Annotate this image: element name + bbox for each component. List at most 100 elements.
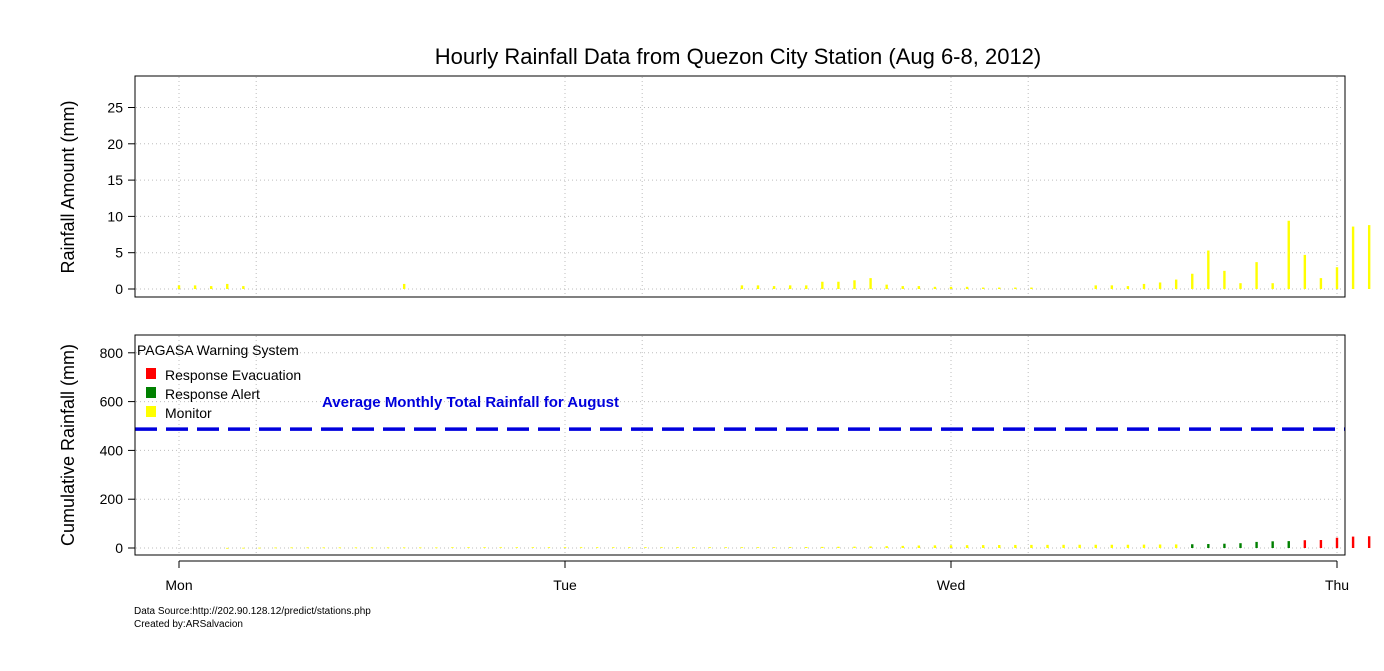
hourly-bar [869, 278, 872, 289]
y-tick-label: 400 [100, 442, 124, 458]
legend-label-evacuation: Response Evacuation [165, 367, 301, 383]
cumulative-bar [386, 547, 390, 549]
hourly-bar [821, 281, 824, 289]
cumulative-bar [1046, 544, 1049, 548]
cumulative-bar [338, 547, 342, 549]
legend: PAGASA Warning System Response Evacuatio… [137, 342, 301, 421]
cumulative-bar [1191, 544, 1194, 548]
cumulative-bar [306, 547, 309, 549]
cumulative-bar [933, 545, 937, 548]
cumulative-bar [1078, 544, 1081, 548]
y-tick-label: 800 [100, 345, 124, 361]
cumulative-bar [595, 547, 599, 549]
average-monthly-label: Average Monthly Total Rainfall for Augus… [322, 394, 619, 411]
hourly-bar [949, 286, 953, 289]
cumulative-bar [724, 547, 728, 549]
cumulative-bar [628, 547, 631, 549]
hourly-bar [772, 286, 776, 289]
cumulative-bar [515, 547, 518, 549]
cumulative-bar [1030, 544, 1033, 548]
cumulative-bar [354, 547, 358, 549]
cumulative-bar [290, 547, 293, 549]
cumulative-bar [499, 547, 502, 549]
hourly-bar [965, 286, 969, 289]
hourly-bar [1110, 285, 1114, 289]
cumulative-bar [1223, 543, 1226, 548]
cumulative-bar [1062, 544, 1065, 548]
data-source-note: Data Source:http://202.90.128.12/predict… [134, 606, 371, 617]
cumulative-bar [1335, 537, 1339, 548]
hourly-bar [1174, 279, 1178, 289]
cumulative-bar [1207, 544, 1210, 548]
cumulative-bar [788, 547, 792, 548]
cumulative-bar [322, 547, 325, 549]
cumulative-bar [451, 547, 454, 549]
hourly-bar [901, 286, 904, 289]
legend-swatch-alert [146, 387, 156, 398]
cumulative-bar [821, 546, 824, 548]
hourly-bar [1223, 270, 1226, 289]
hourly-bar [1287, 220, 1290, 289]
cumulative-bar [467, 547, 470, 549]
cumulative-bar [965, 545, 969, 548]
cumulative-y-label: Cumulative Rainfall (mm) [58, 344, 78, 546]
cumulative-bar [1351, 536, 1355, 548]
hourly-bar [837, 281, 840, 289]
hourly-bar [1094, 285, 1097, 289]
hourly-bar [1351, 226, 1355, 289]
legend-swatch-monitor [146, 406, 156, 417]
cumulative-bar [419, 547, 422, 549]
hourly-bar [740, 285, 744, 289]
cumulative-bar [579, 547, 583, 549]
y-tick-label: 0 [115, 281, 123, 297]
hourly-bar [1014, 287, 1017, 289]
cumulative-bar [1174, 544, 1178, 548]
cumulative-bar [1014, 544, 1017, 548]
hourly-bar [402, 283, 406, 289]
hourly-bar [853, 280, 856, 289]
hourly-bar [209, 286, 213, 289]
x-tick-label: Mon [165, 577, 192, 593]
cumulative-plot-frame [134, 334, 1346, 556]
cumulative-bar [563, 547, 567, 549]
cumulative-bar [1255, 541, 1258, 548]
hourly-bar [1335, 267, 1339, 289]
cumulative-bar [1094, 544, 1097, 548]
cumulative-bar [805, 546, 808, 548]
cumulative-bar [676, 547, 679, 549]
cumulative-y-axis: 0 200 400 600 800 [100, 345, 135, 556]
cumulative-grid [136, 336, 1344, 554]
cumulative-bar [1367, 536, 1371, 548]
hourly-bar [193, 285, 197, 289]
y-tick-label: 15 [107, 172, 123, 188]
legend-swatch-evacuation [146, 368, 156, 379]
cumulative-bar [531, 547, 535, 549]
hourly-bar [1255, 262, 1258, 289]
hourly-plot-frame [134, 75, 1346, 298]
cumulative-bar [756, 547, 760, 549]
cumulative-bar [242, 547, 245, 549]
hourly-bar [917, 286, 921, 289]
credit-note: Created by:ARSalvacion [134, 619, 243, 630]
cumulative-bar [740, 547, 744, 549]
cumulative-bar [1287, 541, 1290, 548]
hourly-bar [1239, 283, 1242, 289]
cumulative-bar [660, 547, 663, 549]
legend-title: PAGASA Warning System [137, 342, 299, 358]
legend-label-alert: Response Alert [165, 386, 260, 402]
cumulative-bar [370, 547, 374, 549]
cumulative-bar [949, 545, 953, 548]
hourly-bars [177, 220, 1371, 289]
cumulative-bar [547, 547, 551, 549]
cumulative-bar [901, 545, 904, 548]
cumulative-bar [1303, 540, 1307, 548]
hourly-bar [1142, 283, 1146, 289]
cumulative-bar [612, 547, 615, 549]
y-tick-label: 20 [107, 136, 123, 152]
cumulative-bar [435, 547, 438, 549]
legend-label-monitor: Monitor [165, 405, 212, 421]
y-tick-label: 10 [107, 208, 123, 224]
hourly-y-label: Rainfall Amount (mm) [58, 100, 78, 273]
cumulative-bar [1110, 544, 1114, 548]
